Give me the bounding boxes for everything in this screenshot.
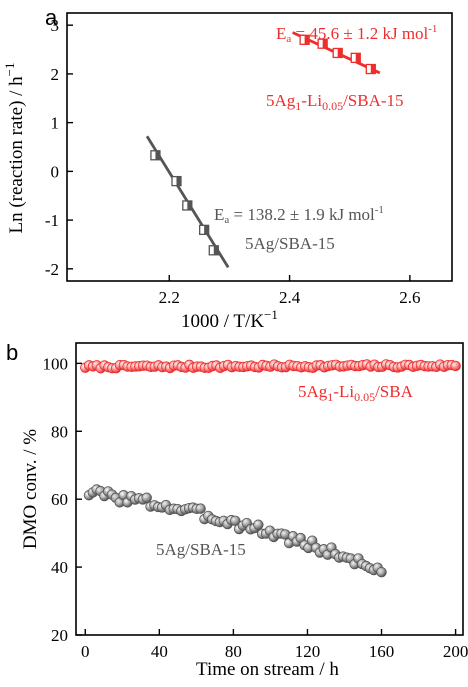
panel-a-y-title-sup: −1 xyxy=(2,62,17,76)
panel-a-red-ea-value: = 45.6 ± 1.2 kJ mol xyxy=(291,24,428,43)
panel-a-marker-fill-1 xyxy=(176,177,181,186)
panel-b-point-1 xyxy=(196,504,206,514)
panel-b-red-label-p0: 5Ag xyxy=(298,382,328,401)
panel-a-red-label-p0: 5Ag xyxy=(266,91,296,110)
panel-a-x-tick-label: 2.6 xyxy=(399,288,420,307)
panel-a-x-title-main: 1000 / T/K xyxy=(181,311,264,332)
panel-a-x-tick-label: 2.4 xyxy=(279,288,301,307)
panel-a-y-title: Ln (reaction rate) / h−1 xyxy=(2,62,27,233)
panel-b-y-tick-label: 80 xyxy=(51,422,68,441)
panel-b-y-title: DMO conv. / % xyxy=(20,429,41,549)
panel-a-gray-label: 5Ag/SBA-15 xyxy=(245,234,335,253)
panel-b-x-tick-label: 0 xyxy=(81,642,90,661)
panel-a-gray-ea-symbol: E xyxy=(214,205,224,224)
panel-a-marker-fill-1 xyxy=(187,201,192,210)
panel-b-point-1 xyxy=(377,567,387,577)
panel-a-marker-fill-0 xyxy=(338,48,343,57)
panel-a-fit-lines xyxy=(147,32,380,267)
panel-a-red-ea: Ea = 45.6 ± 1.2 kJ mol-1 xyxy=(276,23,437,45)
panel-a-y-tick-label: 3 xyxy=(51,16,60,35)
panel-a-y-tick-label: -2 xyxy=(45,260,59,279)
panel-a-y-tick-label: 2 xyxy=(51,65,60,84)
panel-a-x-tick-label: 2.2 xyxy=(159,288,180,307)
panel-b-point-0 xyxy=(451,361,461,371)
panel-a-red-label-p4: /SBA-15 xyxy=(343,91,403,110)
panel-a-marker-fill-1 xyxy=(204,225,209,234)
panel-a-marker-fill-0 xyxy=(371,65,376,74)
panel-a-red-ea-symbol: E xyxy=(276,24,286,43)
panel-b-x-tick-label: 40 xyxy=(151,642,168,661)
panel-a-y-title-main: Ln (reaction rate) / h xyxy=(6,76,27,234)
panel-a-y-tick-label: -1 xyxy=(45,211,59,230)
panel-a-gray-ea-sup: -1 xyxy=(375,204,384,216)
panel-a-x-title-sup: −1 xyxy=(264,307,278,322)
panel-b-red-label: 5Ag1-Li0.05/SBA xyxy=(298,382,414,404)
panel-b-y-tick-label: 100 xyxy=(43,354,69,373)
panel-a-red-label-p3: 0.05 xyxy=(322,99,343,113)
panel-a-red-label-p2: -Li xyxy=(301,91,322,110)
panel-b-y-tick-label: 40 xyxy=(51,558,68,577)
panel-b-y-tick-label: 20 xyxy=(51,626,68,645)
panel-a-y-tick-label: 1 xyxy=(51,114,60,133)
panel-a-marker-fill-1 xyxy=(214,246,219,255)
panel-b-point-1 xyxy=(254,520,264,530)
panel-b-y-tick-label: 60 xyxy=(51,490,68,509)
panel-b-red-label-p4: /SBA xyxy=(375,382,414,401)
panel-a-red-ea-sup: -1 xyxy=(428,23,437,35)
panel-b-x-title: Time on stream / h xyxy=(196,659,339,680)
panel-a-ticks: 2.2 2.4 2.6 -2 -1 0 1 2 3 xyxy=(45,16,421,307)
panel-a-gray-ea: Ea = 138.2 ± 1.9 kJ mol-1 xyxy=(214,204,384,226)
panel-a-marker-fill-0 xyxy=(356,53,361,62)
panel-a-gray-ea-value: = 138.2 ± 1.9 kJ mol xyxy=(229,205,375,224)
panel-b-letter: b xyxy=(6,340,18,365)
panel-b-x-tick-label: 200 xyxy=(443,642,468,661)
panel-b-red-label-p3: 0.05 xyxy=(354,390,375,404)
panel-b-x-tick-label: 160 xyxy=(369,642,395,661)
panel-b-red-label-p2: -Li xyxy=(333,382,354,401)
panel-b-gray-label: 5Ag/SBA-15 xyxy=(156,540,246,559)
panel-a-red-label: 5Ag1-Li0.05/SBA-15 xyxy=(266,91,404,113)
panel-a-y-tick-label: 0 xyxy=(51,162,60,181)
panel-b-point-1 xyxy=(142,493,152,503)
panel-a-marker-fill-1 xyxy=(155,151,160,160)
panel-a-x-title: 1000 / T/K−1 xyxy=(181,307,278,332)
